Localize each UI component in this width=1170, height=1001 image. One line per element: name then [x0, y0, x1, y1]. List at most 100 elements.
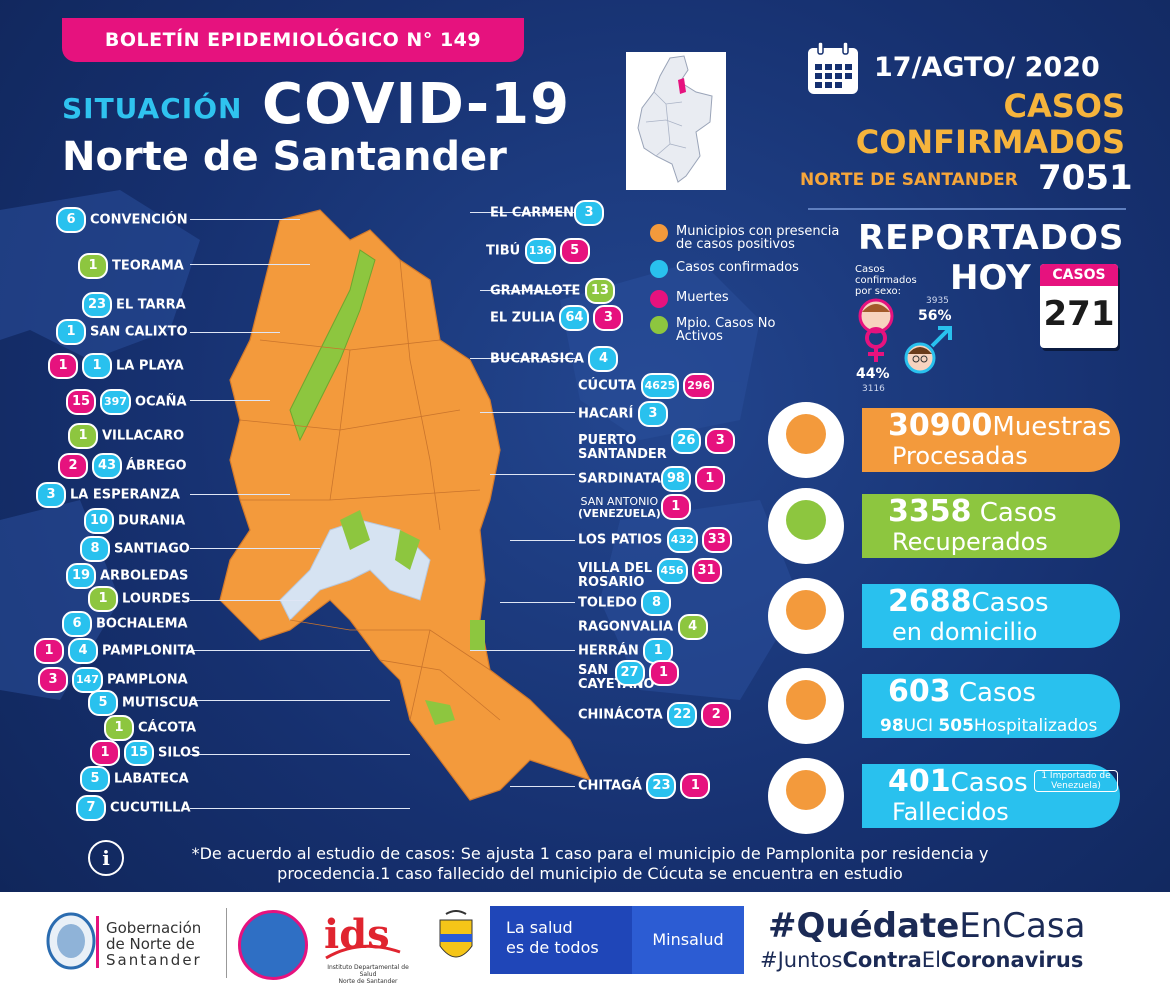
municipio-name: EL CARMEN: [490, 205, 574, 221]
legend-label: Muertes: [676, 290, 729, 305]
department-map: [219, 209, 592, 801]
municipio-los-patios: LOS PATIOS 432 33: [578, 527, 736, 553]
house-icon: [786, 590, 826, 630]
deaths-badge: 1: [648, 660, 679, 686]
reportados-label: REPORTADOS: [858, 218, 1125, 258]
deaths-badge: 1: [694, 466, 725, 492]
legend-label: Mpio. Casos No Activos: [676, 316, 776, 344]
municipio-mutiscua: 5 MUTISCUA: [88, 690, 198, 716]
municipio-silos: 1 15 SILOS: [90, 740, 200, 766]
municipio-bochalema: 6 BOCHALEMA: [62, 611, 188, 637]
ids-line-1: Instituto Departamental de Salud: [327, 964, 409, 978]
municipio-name: HERRÁN: [578, 643, 639, 659]
colombia-shield-icon: [439, 910, 473, 958]
municipio-chinacota: CHINÁCOTA 22 2: [578, 702, 735, 728]
inactive-badge: 4: [677, 614, 708, 640]
connector: [510, 786, 575, 787]
municipio-cucuta: CÚCUTA 4625 296: [578, 373, 718, 399]
municipio-name: HACARÍ: [578, 406, 634, 422]
calendar-icon: [806, 40, 860, 96]
municipio-bucarasica: BUCARASICA 4: [490, 346, 622, 372]
confirmed-badge: 432: [666, 527, 698, 553]
municipio-name: GRAMALOTE: [490, 283, 581, 299]
deaths-badge: 31: [691, 558, 722, 584]
stat-line-2: Fallecidos: [892, 798, 1009, 826]
inactive-badge: 1: [78, 253, 108, 279]
region-title: Norte de Santander: [62, 134, 507, 180]
connector: [190, 264, 310, 265]
deaths-badge: 2: [701, 702, 732, 728]
deaths-badge: 296: [683, 373, 715, 399]
salud-banner: La salud es de todos Minsalud: [490, 906, 744, 974]
gobernacion-logo-text: Gobernación de Norte de Santander: [106, 920, 202, 968]
connector: [490, 474, 575, 475]
gob-line-3: Santander: [106, 951, 202, 969]
salud-line-1: La salud: [506, 918, 573, 937]
municipio-san-antonio: SAN ANTONIO (VENEZUELA) 1: [578, 494, 695, 524]
gobernacion-seal-icon: [46, 912, 96, 970]
municipio-name: DURANIA: [118, 513, 186, 529]
municipio-villa-del-rosario: VILLA DEL ROSARIO 456 31: [578, 558, 726, 592]
stat-bar: [862, 764, 1120, 828]
municipio-tibu: TIBÚ 136 5: [486, 238, 594, 264]
municipio-name: SAN CALIXTO: [90, 324, 188, 340]
confirmed-badge: 5: [88, 690, 118, 716]
inactive-badge: 1: [68, 423, 98, 449]
municipio-san-calixto: 1 SAN CALIXTO: [56, 319, 188, 345]
municipio-cucutilla: 7 CUCUTILLA: [76, 795, 191, 821]
confirmed-badge: 23: [82, 292, 112, 318]
confirmed-badge: 6: [62, 611, 92, 637]
info-icon: i: [88, 840, 124, 876]
deaths-badge: 1: [34, 638, 64, 664]
legend-swatch: [650, 290, 668, 308]
municipio-name: PAMPLONA: [106, 672, 188, 688]
confirmed-badge: 456: [656, 558, 688, 584]
stat-icon-circle: [768, 578, 844, 654]
hoy-label: HOY: [950, 258, 1031, 298]
connector: [190, 332, 280, 333]
municipio-san-cayetano: SAN CAYETANO 27 1: [578, 660, 683, 694]
confirmed-badge: 8: [641, 590, 672, 616]
divider: [226, 908, 227, 978]
municipio-name: CONVENCIÓN: [90, 212, 188, 228]
covid-title: COVID-19: [262, 72, 571, 137]
municipio-pamplonita: 1 4 PAMPLONITA: [34, 638, 195, 664]
confirmed-badge: 147: [72, 667, 103, 693]
mas-oportunidades-logo-icon: [238, 910, 308, 980]
municipio-name: OCAÑA: [134, 394, 187, 410]
stat-line-2: en domicilio: [892, 618, 1038, 646]
connector: [190, 754, 410, 755]
stat-icon-circle: [768, 758, 844, 834]
stat-line-2: 98UCI 505Hospitalizados: [880, 716, 1098, 736]
stat-line-1: 401Casos: [888, 764, 1028, 799]
municipio-convencion: 6 CONVENCIÓN: [56, 207, 188, 233]
casos-confirmados-heading: CASOS CONFIRMADOS: [820, 88, 1125, 160]
connector: [480, 412, 575, 413]
confirmed-badge: 1: [56, 319, 86, 345]
connector: [470, 358, 575, 359]
legend-item: Muertes: [650, 290, 850, 310]
stat-bar: [862, 408, 1120, 472]
municipio-name: SANTIAGO: [114, 541, 190, 557]
divider: [808, 208, 1126, 210]
minsalud-label: Minsalud: [652, 930, 724, 949]
deaths-badge: 1: [90, 740, 120, 766]
hospital-bed-icon: [786, 680, 826, 720]
municipio-santiago: 8 SANTIAGO: [80, 536, 190, 562]
legend-item: Municipios con presencia de casos positi…: [650, 224, 860, 254]
confirmed-badge: 8: [80, 536, 110, 562]
today-cases-value: 271: [1043, 294, 1115, 334]
municipio-name: TIBÚ: [486, 243, 521, 259]
municipio-name: CUCUTILLA: [110, 800, 191, 816]
stat-domicilio: 2688Casos en domicilio: [768, 578, 1120, 654]
municipio-sardinata: SARDINATA 98 1: [578, 466, 729, 492]
stat-bar: [862, 584, 1120, 648]
connector: [190, 548, 320, 549]
heart-hand-icon: [786, 500, 826, 540]
deaths-badge: 15: [66, 389, 96, 415]
gob-line-1: Gobernación: [106, 919, 202, 937]
confirmados-label: CONFIRMADOS: [855, 123, 1125, 161]
report-date: 17/AGTO/ 2020: [874, 52, 1100, 83]
municipio-puerto-santander: PUERTO SANTANDER 26 3: [578, 428, 739, 464]
ids-line-2: Norte de Santander: [338, 978, 398, 985]
